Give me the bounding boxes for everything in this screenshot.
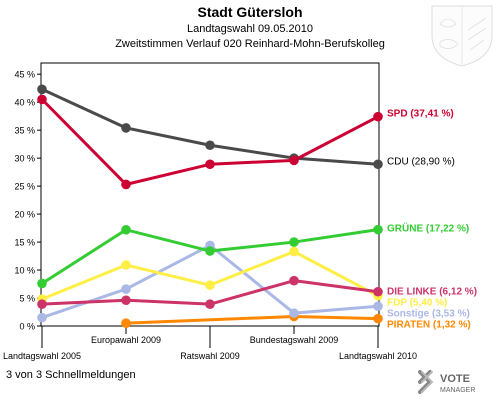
y-tick-label: 35 % [14,126,35,136]
series-sonstige [37,240,383,323]
chart-title: Stadt Gütersloh [197,4,302,20]
logo-text-manager: MANAGER [440,387,475,394]
series-end-label: GRÜNE (17,22 %) [387,222,469,235]
data-point [121,179,131,190]
chart-subtitle-2: Zweitstimmen Verlauf 020 Reinhard-Mohn-B… [115,38,385,50]
logo-text-vote: VOTE [440,373,470,385]
series-end-label: DIE LINKE (6,12 %) [387,287,477,298]
y-tick-label: 5 % [19,294,35,304]
series-end-label: CDU (28,90 %) [387,157,455,168]
y-tick-label: 0 % [19,322,35,332]
data-point [205,299,215,309]
series-labels: SPD (37,41 %) CDU (28,90 %) GRÜNE (17,22 %… [387,109,477,331]
data-point [121,318,131,329]
series-gr-ne [37,224,383,289]
data-point [205,159,215,170]
data-point [373,159,383,170]
data-point [289,275,299,286]
y-tick-label: 15 % [14,238,35,248]
series-layer [37,84,383,329]
data-point [121,260,131,270]
data-point [289,155,299,166]
data-point [205,246,215,256]
data-point [289,308,299,318]
y-tick-label: 30 % [14,154,35,164]
x-tick-label: Landtagswahl 2010 [339,351,417,361]
data-point [205,140,215,151]
data-point [121,224,131,235]
data-point [373,301,383,312]
votemanager-logo: VOTE MANAGER [418,370,475,394]
data-point [37,84,47,95]
data-point [373,111,383,122]
x-tick-label: Bundestagswahl 2009 [250,335,339,345]
y-axis: 0 % 5 % 10 % 15 % 20 % 25 % 30 % 35 % 40 % 45 % [14,70,41,332]
data-point [373,286,383,297]
data-point [37,278,47,289]
y-tick-label: 10 % [14,266,35,276]
data-point [121,295,131,306]
coat-of-arms-icon [431,5,493,67]
series-spd [37,94,383,190]
y-tick-label: 45 % [14,70,35,80]
data-point [205,280,215,290]
x-tick-label: Landtagswahl 2005 [3,351,81,361]
data-point [373,224,383,235]
chart-subtitle: Landtagswahl 09.05.2010 [187,23,313,35]
data-point [37,94,47,105]
series-die-linke [37,275,383,309]
x-tick-label: Ratswahl 2009 [180,351,240,361]
x-axis: Landtagswahl 2005 Europawahl 2009 Ratswahl… [3,326,417,361]
y-tick-label: 20 % [14,210,35,220]
data-point [37,312,47,323]
series-end-label: SPD (37,41 %) [387,109,454,120]
x-tick-label: Europawahl 2009 [91,335,161,345]
data-point [37,299,47,309]
y-tick-label: 40 % [14,98,35,108]
y-tick-label: 25 % [14,182,35,192]
data-point [373,313,383,324]
data-point [289,246,299,257]
series-end-label: Sonstige (3,53 %) [387,309,470,320]
data-point [289,237,299,247]
status-text: 3 von 3 Schnellmeldungen [6,369,136,381]
data-point [121,123,131,133]
series-end-label: FDP (5,40 %) [387,298,447,309]
series-end-label: PIRATEN (1,32 %) [387,320,471,331]
data-point [121,284,131,294]
